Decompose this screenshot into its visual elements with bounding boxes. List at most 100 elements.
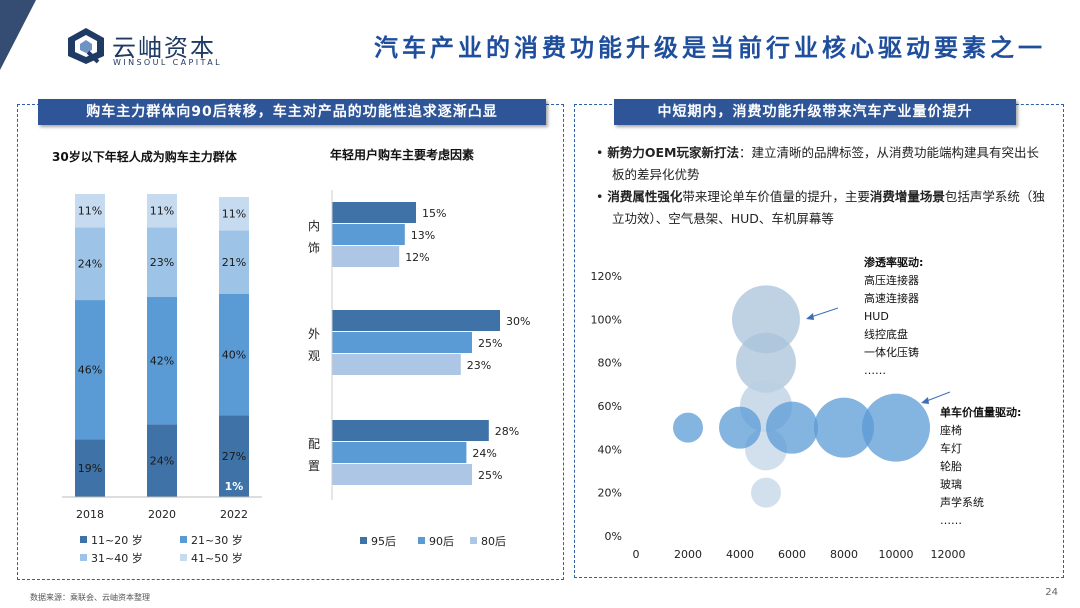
bubble (732, 285, 800, 354)
note-value-heading: 单车价值量驱动: (940, 406, 1022, 419)
bullet-list: • 新势力OEM玩家新打法：建立清晰的品牌标签，从消费功能端构建具有突出长板的差… (596, 142, 1046, 230)
y-tick-label: 80% (598, 357, 622, 370)
arrow-penetration-head (806, 313, 814, 320)
y-tick-label: 60% (598, 400, 622, 413)
hbar-bar (332, 354, 461, 375)
x-tick-label: 4000 (726, 548, 754, 561)
stack-bar-label: 11% (222, 208, 246, 221)
x-tick-label: 8000 (830, 548, 858, 561)
x-tick-label: 0 (633, 548, 640, 561)
legend-swatch (80, 536, 87, 543)
stack-bar-segment (75, 194, 105, 228)
corner-decoration (0, 0, 36, 70)
chart-title-age-text: 30岁以下年轻人成为购车主力群体 (52, 150, 237, 164)
stack-bar-label: 27% (222, 450, 246, 463)
stack-bar-label: 11% (78, 205, 102, 218)
stack-bar-label: 19% (78, 462, 102, 475)
chart-title-factors-text: 年轻用户购车主要考虑因素 (330, 148, 475, 162)
bullet-text: ：建立清晰的品牌标签，从消费功能端构建具有突出长板的差异化优势 (612, 145, 1039, 182)
note-item: 轮胎 (940, 460, 962, 473)
stack-bar-label: 46% (78, 364, 102, 377)
hbar-label: 13% (411, 229, 435, 242)
winsoul-logo-icon (68, 28, 104, 64)
x-tick-label: 10000 (879, 548, 914, 561)
bubble (673, 412, 703, 443)
note-item: 座椅 (940, 424, 962, 437)
hbar-label: 23% (467, 359, 491, 372)
stack-bar-label: 42% (150, 355, 174, 368)
hbar-label: 25% (478, 469, 502, 482)
hbar-label: 30% (506, 315, 530, 328)
hbar-bar (332, 246, 400, 267)
hbar-bar (332, 420, 489, 441)
stack-bar-extra-label: 1% (225, 480, 244, 493)
age-stacked-bar-chart: 19% 46% 24% 11% 2018 24% 42% 23% 11% 2020 27% 40% 21… (62, 194, 262, 565)
logo-text-en: WINSOUL CAPITAL (113, 58, 222, 67)
bubble-chart: 0% 20% 40% 60% 80% 100% 120% 0 2000 4000 6000 8000 1… (591, 270, 966, 561)
x-tick-label: 2022 (220, 508, 248, 521)
legend-swatch (180, 536, 187, 543)
note-penetration-heading: 渗透率驱动: (864, 256, 924, 269)
hbar-bar (332, 442, 467, 463)
stack-bar-segment (75, 227, 105, 301)
stack-bar-segment (219, 197, 249, 231)
note-item: 一体化压铸 (864, 346, 919, 359)
stack-bar-segment (75, 300, 105, 440)
hbar-category-label: 内 (308, 219, 320, 233)
bullet-lead: 消费属性强化 (607, 189, 683, 204)
stack-bar-segment (147, 194, 177, 228)
hbar-category-label: 置 (308, 459, 320, 473)
legend-swatch (80, 554, 87, 561)
bubble (719, 406, 761, 449)
stack-bar-label: 24% (150, 455, 174, 468)
page-title: 汽车产业的消费功能升级是当前行业核心驱动要素之一 (374, 34, 1046, 62)
x-tick-label: 2020 (148, 508, 176, 521)
stack-bar-segment (147, 297, 177, 425)
x-tick-label: 2000 (674, 548, 702, 561)
logo-text-cn: 云岫资本 (112, 34, 216, 62)
stack-bar-segment (219, 415, 249, 497)
hbar-category-label: 饰 (308, 241, 320, 255)
bullet-item: • 新势力OEM玩家新打法：建立清晰的品牌标签，从消费功能端构建具有突出长板的差… (596, 145, 1039, 182)
bubble (814, 397, 874, 458)
page-number: 24 (1045, 587, 1058, 598)
legend-label: 95后 (371, 535, 396, 548)
hbar-category-label: 观 (308, 349, 320, 363)
bullet-bold-tail: 消费增量场景 (869, 189, 945, 204)
stack-bar-label: 11% (150, 205, 174, 218)
stack-bar-label: 24% (78, 258, 102, 271)
hbar-label: 28% (495, 425, 519, 438)
hbar-category-label: 配 (308, 437, 320, 451)
source-note: 数据来源：乘联会、云岫资本整理 (30, 593, 150, 602)
y-tick-label: 120% (591, 270, 622, 283)
note-value: 单车价值量驱动: 座椅 车灯 轮胎 玻璃 声学系统 …… (940, 404, 1021, 530)
stack-bar-segment (147, 227, 177, 298)
x-tick-label: 6000 (778, 548, 806, 561)
stack-bar-segment (147, 424, 177, 497)
bubble (766, 401, 818, 454)
bubble (751, 477, 781, 508)
hbar-label: 25% (478, 337, 502, 350)
note-penetration: 渗透率驱动: 高压连接器 高速连接器 HUD 线控底盘 一体化压铸 …… (864, 254, 923, 380)
chart-title-age: 30岁以下年轻人成为购车主力群体 (52, 148, 237, 165)
bubble (862, 393, 930, 462)
hbar-bar (332, 202, 416, 223)
legend-swatch (418, 537, 425, 544)
stack-bar-label: 40% (222, 349, 246, 362)
legend-swatch (180, 554, 187, 561)
hbar-bar (332, 332, 472, 353)
stack-bar-segment (219, 293, 249, 416)
legend-label: 41~50 岁 (191, 551, 243, 565)
stack-bar-segment (219, 230, 249, 294)
right-panel-banner: 中短期内，消费功能升级带来汽车产业量价提升 (614, 99, 1016, 125)
bullet-tail: 包括声学系统（独立功效）、空气悬架、HUD、车机屏幕等 (612, 189, 1045, 226)
arrow-value-head (921, 397, 929, 404)
left-panel-banner: 购车主力群体向90后转移，车主对产品的功能性追求逐渐凸显 (38, 99, 546, 125)
legend-label: 90后 (429, 535, 454, 548)
factors-horizontal-bar-chart: 15% 13% 12% 内饰 30% 25% 23% 外观 28% 24% 25% 配置 95后 90后 8… (308, 190, 530, 548)
stack-bar-segment (75, 439, 105, 497)
hbar-label: 15% (422, 207, 446, 220)
y-tick-label: 100% (591, 313, 622, 326)
hbar-category-label: 外 (308, 327, 320, 341)
